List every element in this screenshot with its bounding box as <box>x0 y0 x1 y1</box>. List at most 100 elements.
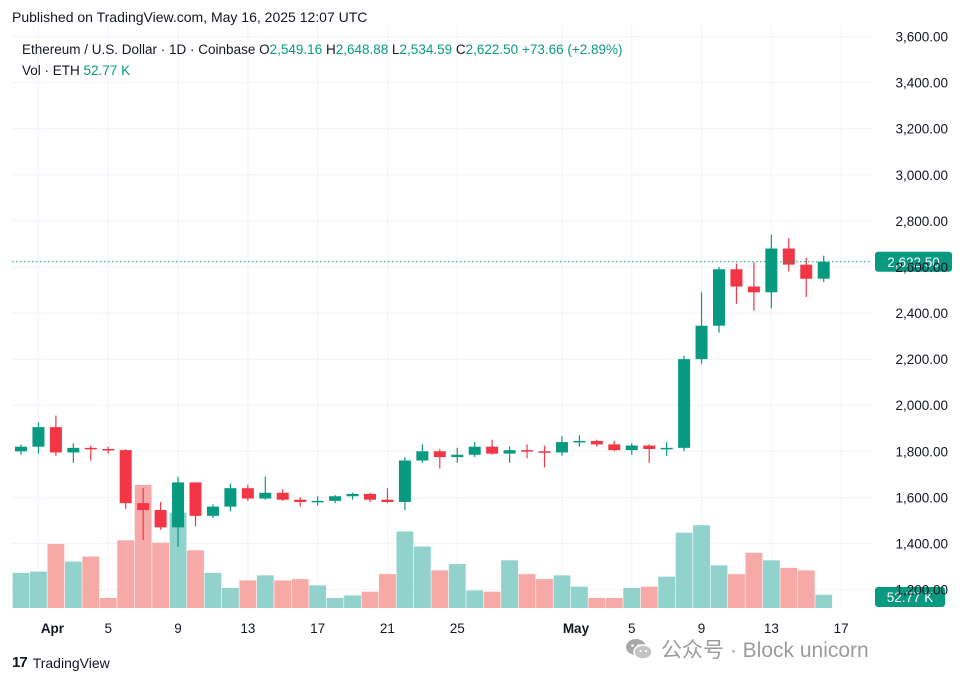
y-tick-label: 2,400.00 <box>895 306 948 321</box>
volume-bar <box>187 550 204 608</box>
volume-bar <box>413 546 431 608</box>
x-tick-label: 17 <box>310 621 325 636</box>
y-tick-label: 2,200.00 <box>895 352 948 367</box>
y-tick-label: 1,600.00 <box>895 490 948 505</box>
volume-bar <box>710 565 728 608</box>
published-date: Published on TradingView.com, May 16, 20… <box>12 9 368 25</box>
volume-bar <box>204 572 222 608</box>
y-tick-label: 2,000.00 <box>895 398 948 413</box>
y-tick-label: 2,600.00 <box>895 260 948 275</box>
candle-body <box>625 445 638 451</box>
y-tick-label: 2,800.00 <box>895 214 948 229</box>
candle-body <box>486 446 499 454</box>
volume-bar <box>483 591 501 608</box>
x-tick-label: 21 <box>380 621 395 636</box>
y-tick-label: 1,400.00 <box>895 536 948 551</box>
volume-bar <box>728 574 745 608</box>
last-price-badge <box>875 251 952 272</box>
y-tick-label: 3,400.00 <box>895 76 948 91</box>
volume-bar <box>780 567 798 608</box>
x-tick-label: 9 <box>174 621 182 636</box>
volume-bar <box>99 597 117 608</box>
candle-body <box>521 450 534 452</box>
candle-body <box>678 359 691 448</box>
volume-bar <box>431 570 449 608</box>
y-tick-label: 3,600.00 <box>895 30 948 45</box>
volume-bar <box>379 574 396 608</box>
candle-body <box>364 493 376 500</box>
y-tick-label: 1,200.00 <box>895 583 948 598</box>
volume-bar <box>134 485 152 608</box>
x-axis: Apr 5 9 13 17 21 25 May 5 9 13 17 <box>41 621 849 636</box>
volume-bar <box>309 585 327 608</box>
change-value: +73.66 (+2.89%) <box>521 42 623 57</box>
volume-bar <box>169 512 187 608</box>
y-tick-label: 3,000.00 <box>895 168 948 183</box>
volume-bar <box>361 591 379 608</box>
candle-body <box>468 446 481 455</box>
volume-bar <box>291 579 309 608</box>
x-tick-label: 5 <box>104 621 112 636</box>
volume-bar <box>623 587 641 608</box>
candle-body <box>154 510 167 528</box>
x-tick-label: 25 <box>450 621 465 636</box>
candle-body <box>590 440 603 445</box>
high-value: 2,648.88 <box>335 42 389 57</box>
volume-bar <box>274 580 292 608</box>
candle-body <box>782 248 795 265</box>
low-value: 2,534.59 <box>399 42 453 57</box>
candle-body <box>555 442 568 453</box>
volume-bar <box>675 532 693 608</box>
x-tick-label: 13 <box>764 621 779 636</box>
watermark-text: 公众号 · Block unicorn <box>661 639 869 662</box>
tradingview-logo[interactable]: 17 TradingView <box>12 654 110 671</box>
close-value: 2,622.50 <box>465 42 519 57</box>
last-volume-badge <box>875 587 945 607</box>
volume-bar <box>47 543 65 608</box>
x-tick-label: 9 <box>698 621 706 636</box>
candle-body <box>311 500 324 503</box>
candle-body <box>49 427 62 453</box>
volume-bar <box>501 560 519 608</box>
open-label: O <box>259 42 270 57</box>
x-tick-label: 13 <box>240 621 255 636</box>
volume-bar <box>745 552 763 608</box>
close-label: C <box>455 42 466 57</box>
volume-bar <box>117 540 135 608</box>
y-tick-label: 3,200.00 <box>895 122 948 137</box>
volume-bar <box>239 580 257 608</box>
wechat-icon <box>626 639 653 660</box>
candle-body <box>32 427 45 447</box>
candle-body <box>137 503 150 511</box>
x-tick-label: Apr <box>41 621 65 636</box>
watermark: 公众号 · Block unicorn <box>625 634 869 664</box>
candle-body <box>433 451 446 458</box>
candle-body <box>765 248 778 293</box>
candle-body <box>15 446 27 452</box>
symbol-title: Ethereum / U.S. Dollar · 1D · Coinbase <box>22 42 256 57</box>
low-label: L <box>392 42 400 57</box>
volume-legend: Vol · ETH 52.77 K <box>22 63 130 78</box>
candle-body <box>398 460 411 502</box>
volume-bar <box>64 561 82 608</box>
candle-body <box>119 450 132 504</box>
candle-body <box>294 499 307 502</box>
candle-body <box>224 488 237 507</box>
x-tick-label: May <box>563 621 590 636</box>
ohlc-legend: Ethereum / U.S. Dollar · 1D · Coinbase O… <box>22 42 623 57</box>
last-price-label: 2,622.50 <box>887 255 940 270</box>
candle-body <box>172 482 185 528</box>
volume-bar <box>797 570 815 608</box>
volume-bar <box>588 597 606 608</box>
candle-body <box>643 445 656 449</box>
candle-body <box>695 325 708 360</box>
volume-value: 52.77 K <box>83 63 131 78</box>
candle-body <box>747 286 760 293</box>
volume-bar <box>344 595 361 608</box>
candle-body <box>800 264 813 279</box>
volume-bar <box>570 586 588 608</box>
candle-body <box>416 451 429 461</box>
volume-label: Vol · ETH <box>22 63 80 78</box>
volume-bar <box>12 572 30 608</box>
